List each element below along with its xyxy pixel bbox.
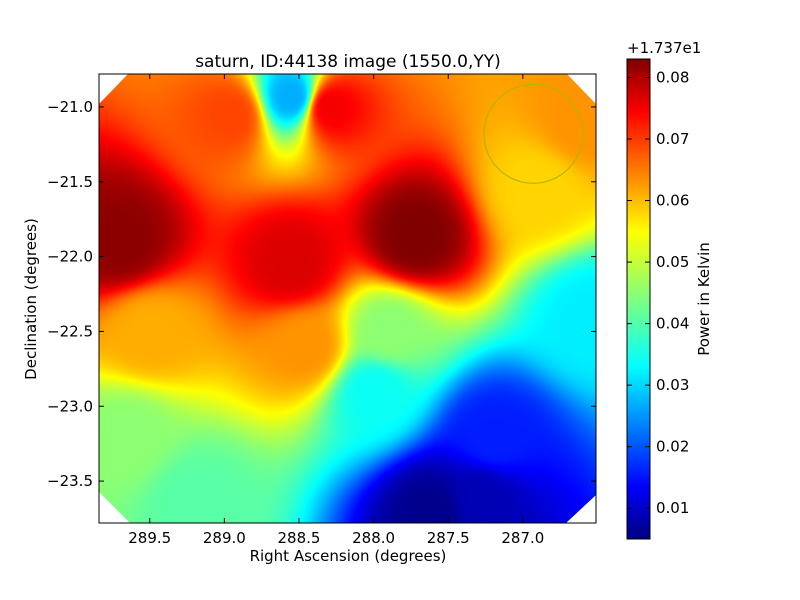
chart-title: saturn, ID:44138 image (1550.0,YY) <box>195 52 501 72</box>
colorbar-tick-label: 0.06 <box>656 192 689 210</box>
x-axis: 289.5 289.0 288.5 288.0 287.5 287.0 <box>128 74 544 547</box>
colorbar-tick-label: 0.02 <box>656 438 689 456</box>
y-tick-label: −22.5 <box>47 322 93 340</box>
colorbar <box>626 58 651 540</box>
x-tick-label: 288.0 <box>352 529 395 547</box>
x-axis-label: Right Ascension (degrees) <box>250 547 447 565</box>
y-axis: −21.0 −21.5 −22.0 −22.5 −23.0 −23.5 <box>47 98 596 490</box>
y-tick-label: −22.0 <box>47 248 93 266</box>
x-tick-label: 289.5 <box>128 529 171 547</box>
y-tick-label: −21.5 <box>47 173 93 191</box>
heatmap-image <box>99 74 596 523</box>
colorbar-tick-label: 0.05 <box>656 253 689 271</box>
x-tick-label: 287.0 <box>501 529 544 547</box>
colorbar-label: Power in Kelvin <box>695 242 713 356</box>
y-tick-label: −23.5 <box>47 472 93 490</box>
x-tick-label: 288.5 <box>278 529 321 547</box>
y-axis-label: Declination (degrees) <box>22 218 40 380</box>
colorbar-ticks: 0.01 0.02 0.03 0.04 0.05 0.06 0.07 0.08 <box>627 68 689 517</box>
colorbar-tick-label: 0.07 <box>656 130 689 148</box>
x-tick-label: 289.0 <box>203 529 246 547</box>
colorbar-tick-label: 0.03 <box>656 376 689 394</box>
beam-circle <box>483 83 584 184</box>
colorbar-offset-label: +1.737e1 <box>627 39 701 57</box>
colorbar-tick-label: 0.08 <box>656 68 689 86</box>
x-tick-label: 287.5 <box>427 529 470 547</box>
colorbar-tick-label: 0.01 <box>656 499 689 517</box>
y-tick-label: −21.0 <box>47 98 93 116</box>
heatmap <box>99 74 596 523</box>
plot-frame <box>98 73 597 524</box>
y-tick-label: −23.0 <box>47 397 93 415</box>
colorbar-tick-label: 0.04 <box>656 315 689 333</box>
